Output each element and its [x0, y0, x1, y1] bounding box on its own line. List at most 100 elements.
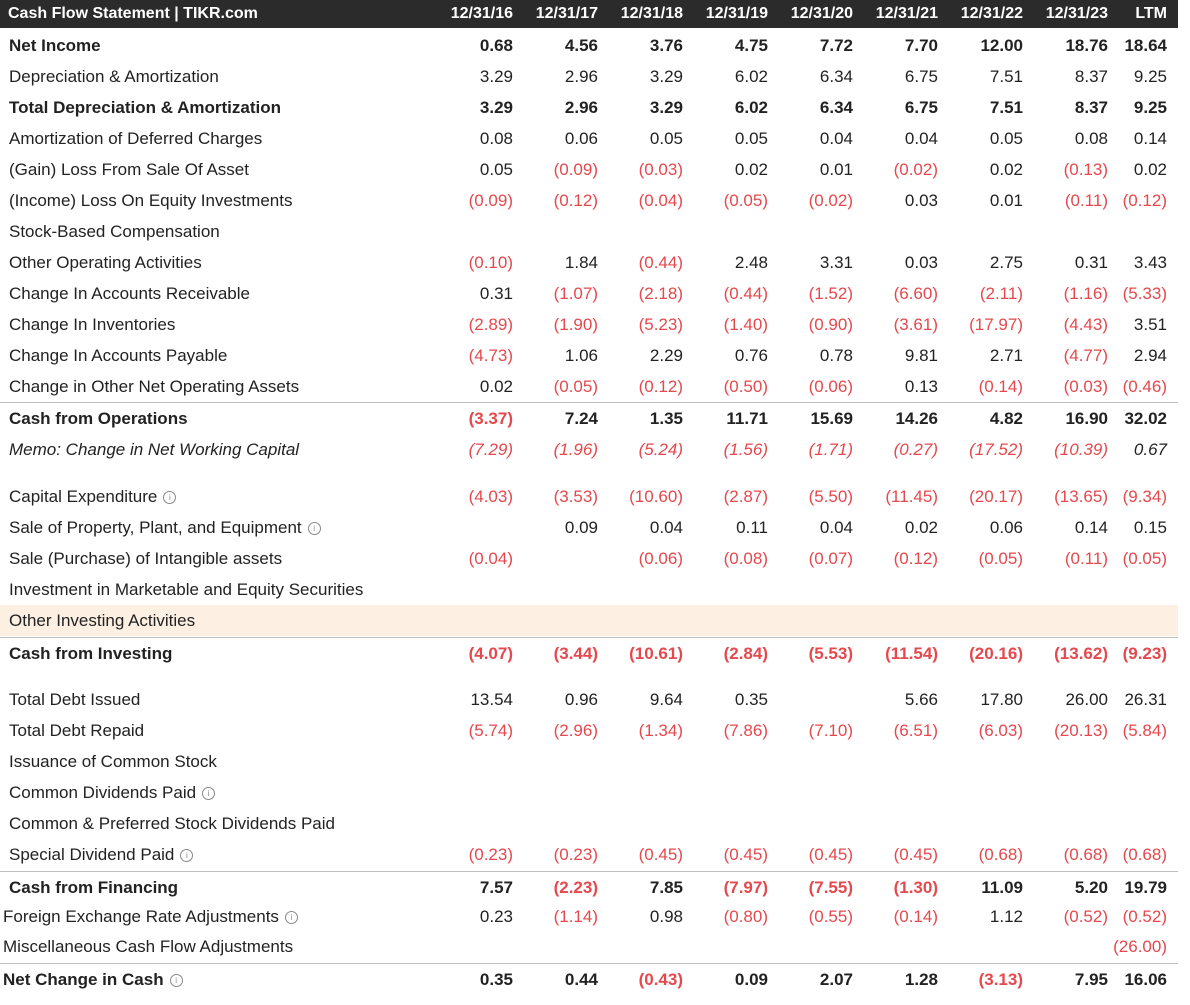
row-label[interactable]: Change In Accounts Payable	[0, 346, 430, 366]
table-row[interactable]: Net Income 0.68 4.56 3.76 4.75 7.72 7.70 12.00 1…	[0, 30, 1178, 61]
period-header[interactable]: 12/31/20	[790, 5, 853, 22]
row-label[interactable]: Total Debt Issued	[0, 690, 430, 710]
value-cell: (3.61)	[893, 314, 938, 334]
row-label[interactable]: Common Dividends Paid i	[0, 783, 430, 803]
table-row[interactable]: Other Investing Activities	[0, 605, 1178, 636]
info-icon[interactable]: i	[284, 910, 298, 924]
value-cell: 0.44	[564, 969, 598, 989]
row-label[interactable]: Common & Preferred Stock Dividends Paid	[0, 814, 430, 834]
value-cell: (0.06)	[638, 548, 683, 568]
table-row[interactable]: (Gain) Loss From Sale Of Asset 0.05 (0.09)…	[0, 154, 1178, 185]
value-cell: 16.90	[1065, 408, 1108, 428]
row-label[interactable]: Change In Inventories	[0, 315, 430, 335]
row-label[interactable]: Stock-Based Compensation	[0, 222, 430, 242]
value-cell: 9.81	[904, 345, 938, 365]
table-row[interactable]: Special Dividend Paid i (0.23) (0.23) (0.45)…	[0, 839, 1178, 870]
row-label[interactable]: Miscellaneous Cash Flow Adjustments	[0, 937, 430, 957]
period-header[interactable]: 12/31/22	[960, 5, 1023, 22]
value-cell: 0.14	[1074, 517, 1108, 537]
table-row[interactable]: Investment in Marketable and Equity Secu…	[0, 574, 1178, 605]
table-row[interactable]: Common & Preferred Stock Dividends Paid	[0, 808, 1178, 839]
value-cell: (0.05)	[978, 548, 1023, 568]
row-label[interactable]: (Income) Loss On Equity Investments	[0, 191, 430, 211]
table-row[interactable]: Memo: Change in Net Working Capital (7.29…	[0, 434, 1178, 465]
row-label[interactable]: Other Investing Activities	[0, 611, 430, 631]
section-divider	[0, 963, 1178, 964]
table-row[interactable]: Total Debt Issued 13.54 0.96 9.64 0.35 5.66 17…	[0, 684, 1178, 715]
row-label[interactable]: Depreciation & Amortization	[0, 67, 430, 87]
table-row[interactable]: Issuance of Common Stock	[0, 746, 1178, 777]
value-cell: 2.96	[564, 97, 598, 117]
row-label[interactable]: Other Operating Activities	[0, 253, 430, 273]
table-row[interactable]: Depreciation & Amortization 3.29 2.96 3.29 6…	[0, 61, 1178, 92]
table-row[interactable]: Amortization of Deferred Charges 0.08 0.06…	[0, 123, 1178, 154]
period-header[interactable]: 12/31/17	[535, 5, 598, 22]
value-cell: 3.29	[649, 66, 683, 86]
row-label[interactable]: Sale (Purchase) of Intangible assets	[0, 549, 430, 569]
value-cell: (2.96)	[553, 720, 598, 740]
row-label[interactable]: Cash from Financing	[0, 878, 430, 898]
period-header[interactable]: 12/31/18	[620, 5, 683, 22]
table-row[interactable]: Change in Other Net Operating Assets 0.02…	[0, 371, 1178, 402]
value-cell: 8.37	[1074, 66, 1108, 86]
period-header[interactable]: 12/31/16	[450, 5, 513, 22]
row-label[interactable]: Sale of Property, Plant, and Equipment i	[0, 518, 430, 538]
table-row[interactable]: Sale of Property, Plant, and Equipment i 0…	[0, 512, 1178, 543]
row-label[interactable]: Net Change in Cash i	[0, 970, 430, 990]
table-row[interactable]: Stock-Based Compensation	[0, 216, 1178, 247]
row-label[interactable]: Foreign Exchange Rate Adjustments i	[0, 907, 430, 927]
period-header[interactable]: 12/31/19	[705, 5, 768, 22]
table-row[interactable]: Total Depreciation & Amortization 3.29 2.9…	[0, 92, 1178, 123]
value-cell: (6.60)	[893, 283, 938, 303]
row-label[interactable]: (Gain) Loss From Sale Of Asset	[0, 160, 430, 180]
row-label[interactable]: Net Income	[0, 36, 430, 56]
value-cell: (5.84)	[1122, 720, 1167, 740]
table-row[interactable]: (Income) Loss On Equity Investments (0.09…	[0, 185, 1178, 216]
value-cell: 0.08	[1074, 128, 1108, 148]
table-row[interactable]: Total Debt Repaid (5.74) (2.96) (1.34) (7.86…	[0, 715, 1178, 746]
value-cell: 18.76	[1065, 35, 1108, 55]
info-icon[interactable]: i	[180, 848, 194, 862]
table-row[interactable]: Cash from Operations (3.37) 7.24 1.35 11.71 1…	[0, 403, 1178, 434]
row-label[interactable]: Cash from Investing	[0, 644, 430, 664]
info-icon[interactable]: i	[307, 521, 321, 535]
table-row[interactable]: Foreign Exchange Rate Adjustments i 0.23 (1…	[0, 901, 1178, 932]
info-icon[interactable]: i	[202, 786, 216, 800]
value-cell: (0.12)	[1122, 190, 1167, 210]
period-header[interactable]: 12/31/21	[875, 5, 938, 22]
table-row[interactable]: Change In Accounts Receivable 0.31 (1.07) (…	[0, 278, 1178, 309]
table-row[interactable]: Change In Accounts Payable (4.73) 1.06 2.29…	[0, 340, 1178, 371]
row-label[interactable]: Memo: Change in Net Working Capital	[0, 440, 430, 460]
row-label[interactable]: Cash from Operations	[0, 409, 430, 429]
table-row[interactable]: Common Dividends Paid i	[0, 777, 1178, 808]
period-header-ltm[interactable]: LTM	[1135, 5, 1167, 22]
table-row[interactable]: Net Change in Cash i 0.35 0.44 (0.43) 0.09 2.0…	[0, 964, 1178, 995]
table-row[interactable]: Miscellaneous Cash Flow Adjustments (26.0…	[0, 931, 1178, 962]
row-label[interactable]: Special Dividend Paid i	[0, 845, 430, 865]
row-label[interactable]: Issuance of Common Stock	[0, 752, 430, 772]
row-label-text: Miscellaneous Cash Flow Adjustments	[3, 936, 294, 956]
row-label[interactable]: Amortization of Deferred Charges	[0, 129, 430, 149]
table-row[interactable]: Sale (Purchase) of Intangible assets (0.0…	[0, 543, 1178, 574]
info-icon[interactable]: i	[163, 490, 177, 504]
info-icon[interactable]: i	[169, 973, 183, 987]
value-cell: (0.46)	[1122, 376, 1167, 396]
row-label[interactable]: Capital Expenditure i	[0, 487, 430, 507]
table-row[interactable]: Change In Inventories (2.89) (1.90) (5.23) (…	[0, 309, 1178, 340]
period-header[interactable]: 12/31/23	[1045, 5, 1108, 22]
row-label-text: Total Debt Issued	[9, 689, 141, 709]
value-cell: (0.55)	[808, 906, 853, 926]
table-row[interactable]: Other Operating Activities (0.10) 1.84 (0.4…	[0, 247, 1178, 278]
row-label[interactable]: Total Depreciation & Amortization	[0, 98, 430, 118]
table-row[interactable]: Cash from Investing (4.07) (3.44) (10.61) (2…	[0, 638, 1178, 669]
row-label[interactable]: Change In Accounts Receivable	[0, 284, 430, 304]
table-header: Cash Flow Statement | TIKR.com 12/31/16 …	[0, 0, 1178, 28]
value-cell: (2.89)	[468, 314, 513, 334]
row-label-text: Investment in Marketable and Equity Secu…	[9, 579, 364, 599]
value-cell: (1.07)	[553, 283, 598, 303]
table-row[interactable]: Capital Expenditure i (4.03) (3.53) (10.60) (…	[0, 481, 1178, 512]
row-label[interactable]: Change in Other Net Operating Assets	[0, 377, 430, 397]
table-row[interactable]: Cash from Financing 7.57 (2.23) 7.85 (7.97) (…	[0, 872, 1178, 903]
row-label[interactable]: Investment in Marketable and Equity Secu…	[0, 580, 430, 600]
row-label[interactable]: Total Debt Repaid	[0, 721, 430, 741]
